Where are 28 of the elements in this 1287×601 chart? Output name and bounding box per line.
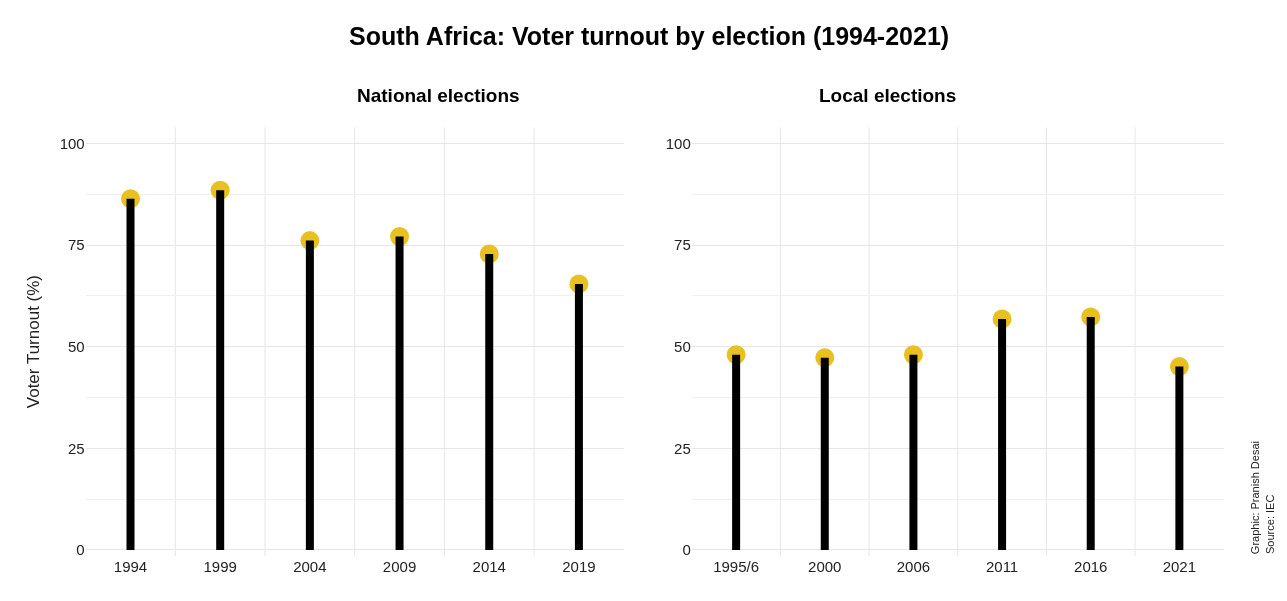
x-tick-label: 2019 (562, 558, 596, 575)
y-tick-label: 100 (665, 134, 691, 152)
x-tick-label: 2011 (985, 558, 1019, 575)
x-tick-label: 2021 (1162, 558, 1197, 575)
chart-title: South Africa: Voter turnout by election (1994-2021) (349, 22, 950, 50)
x-tick-label: 2000 (808, 558, 842, 575)
chart-title: Local elections (819, 85, 957, 106)
x-tick-label: 2004 (293, 558, 327, 575)
y-axis-title: Voter Turnout (%) (24, 274, 44, 409)
x-tick-label: 1999 (203, 558, 237, 575)
chart-subtitle: National elections (357, 85, 520, 106)
y-tick-label: 50 (674, 337, 691, 355)
y-tick-label: 0 (682, 541, 691, 559)
source-note: Source: IEC (1263, 494, 1276, 554)
x-tick-label: 2016 (1074, 558, 1108, 575)
y-tick-label: 75 (674, 236, 691, 254)
x-tick-label: 2009 (382, 558, 417, 575)
text: Graphic: Pranish Desai (1249, 441, 1262, 555)
y-tick-label: 100 (59, 134, 85, 152)
y-tick-label: 0 (76, 541, 85, 559)
x-tick-label: 2014 (472, 558, 506, 575)
y-tick-label: 25 (674, 439, 691, 457)
x-tick-label: 1994 (113, 558, 148, 575)
y-tick-label: 25 (67, 439, 85, 457)
y-tick-label: 75 (67, 236, 85, 254)
x-tick-label: 2006 (896, 558, 931, 575)
x-tick-label: 1995/6 (713, 558, 760, 575)
y-tick-label: 50 (67, 337, 85, 355)
